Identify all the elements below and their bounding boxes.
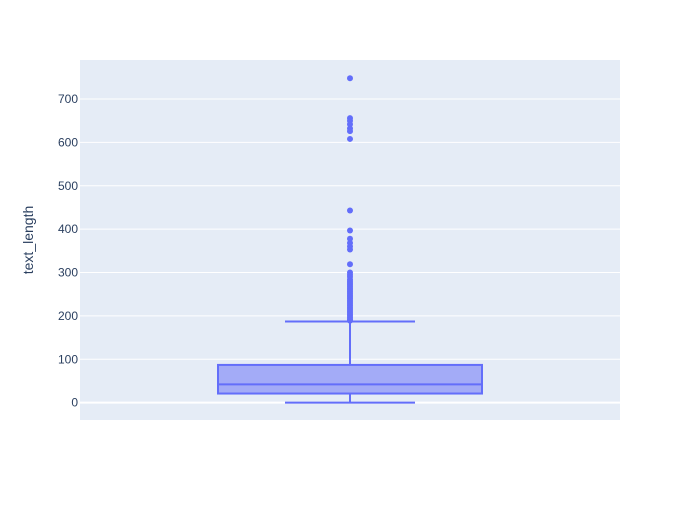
outlier-point: [347, 227, 353, 234]
y-tick-label: 700: [58, 92, 78, 106]
outlier-point: [347, 317, 353, 324]
y-tick-label: 400: [58, 222, 78, 236]
y-tick-label: 600: [58, 135, 78, 149]
outlier-point: [347, 207, 353, 214]
iqr-box: [217, 363, 483, 395]
y-tick-label: 0: [71, 396, 78, 410]
outlier-layer: [347, 75, 353, 324]
outlier-point: [347, 261, 353, 268]
y-tick-label: 500: [58, 179, 78, 193]
outlier-point: [347, 121, 353, 128]
y-tick-label: 300: [58, 266, 78, 280]
y-tick-labels: 0 100 200 300 400 500 600 700: [58, 92, 78, 410]
y-tick-label: 100: [58, 352, 78, 366]
outlier-point: [347, 128, 353, 135]
outlier-point: [347, 246, 353, 253]
outlier-point: [347, 235, 353, 242]
y-axis-title: text_length: [20, 206, 36, 275]
outlier-point: [347, 135, 353, 142]
outlier-point: [347, 75, 353, 82]
y-tick-label: 200: [58, 309, 78, 323]
